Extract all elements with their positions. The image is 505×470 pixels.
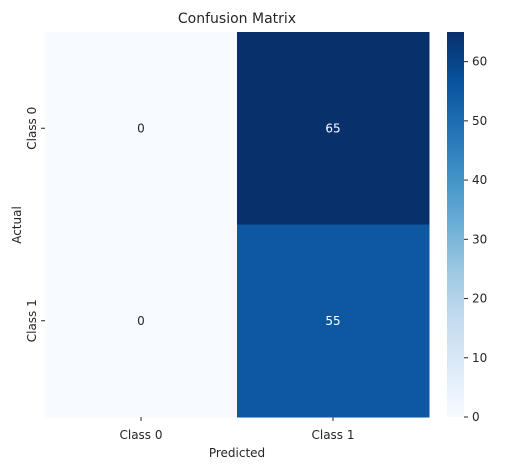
colorbar-tick-label: 60 (472, 55, 487, 69)
colorbar (447, 32, 464, 417)
heatmap-cell-r0-c1 (237, 32, 430, 225)
cell-value-r0-c0: 0 (137, 121, 145, 135)
colorbar-tick-label: 40 (472, 173, 487, 187)
cell-value-r1-c1: 55 (325, 314, 340, 328)
cell-value-r1-c0: 0 (137, 314, 145, 328)
y-axis-label: Actual (10, 206, 24, 244)
colorbar-tick-label: 20 (472, 292, 487, 306)
colorbar-ticks: 0 10 20 30 40 50 60 (464, 55, 487, 424)
chart-title: Confusion Matrix (178, 11, 296, 27)
colorbar-tick-label: 30 (472, 232, 487, 246)
colorbar-tick-label: 10 (472, 351, 487, 365)
x-tick-label: Class 1 (311, 428, 354, 442)
y-tick-label: Class 0 (25, 107, 39, 150)
x-tick-label: Class 0 (119, 428, 162, 442)
x-axis-label: Predicted (209, 446, 265, 460)
heatmap-cell-r0-c0 (45, 32, 238, 225)
colorbar-tick-label: 50 (472, 114, 487, 128)
heatmap-cell-r1-c1 (237, 224, 430, 418)
heatmap-cells (45, 32, 430, 418)
colorbar-tick-label: 0 (472, 410, 480, 424)
heatmap-annotations: 0 65 0 55 (137, 121, 340, 328)
y-axis: Class 0 Class 1 (25, 107, 45, 342)
heatmap-cell-r1-c0 (45, 224, 238, 418)
x-axis: Class 0 Class 1 (119, 417, 355, 442)
cell-value-r0-c1: 65 (325, 121, 340, 135)
y-tick-label: Class 1 (25, 299, 39, 342)
